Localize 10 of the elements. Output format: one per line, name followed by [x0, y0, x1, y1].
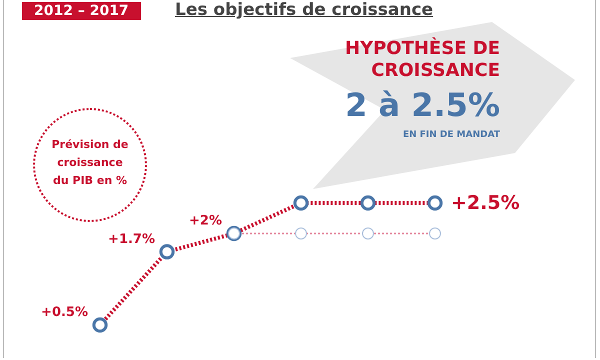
chart-title: Les objectifs de croissance [175, 0, 434, 20]
text: 2 à 2.5% [345, 86, 500, 124]
text: Prévision de croissance du PIB en % [50, 137, 130, 189]
text: HYPOTHÈSE DE CROISSANCE [344, 38, 500, 82]
text: EN FIN DE MANDAT [402, 130, 500, 140]
data-label: +0.5% [41, 305, 88, 320]
data-label: +2.5% [451, 192, 520, 214]
chart-subtitle: 2012 – 2017 [22, 2, 141, 20]
data-label: +1.7% [108, 232, 155, 247]
data-label: +2% [189, 214, 222, 228]
